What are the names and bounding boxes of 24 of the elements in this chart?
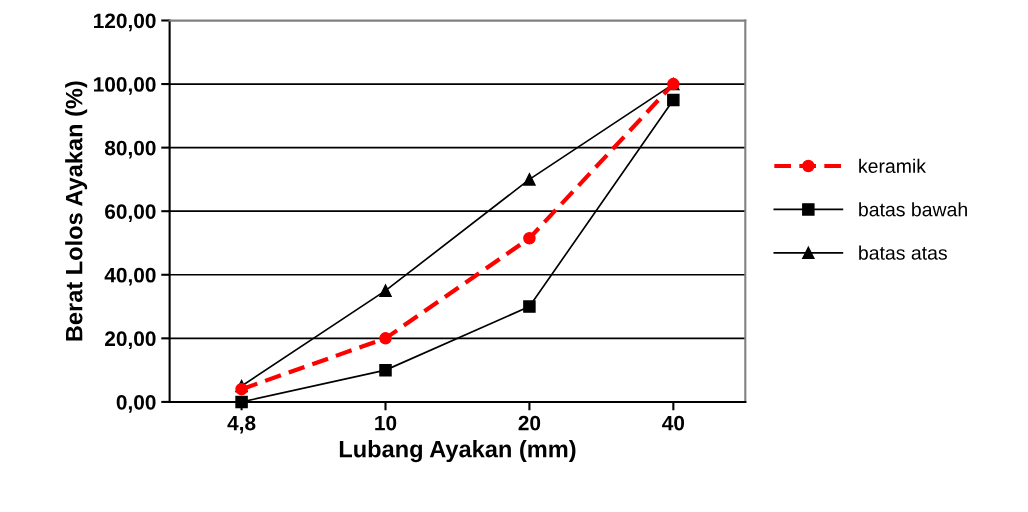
y-tick-label: 100,00: [94, 77, 156, 95]
x-axis-title: Lubang Ayakan (mm): [339, 440, 576, 463]
y-tick-label: 80,00: [104, 140, 156, 159]
point: [523, 173, 536, 186]
point: [235, 382, 248, 396]
legend-label: batas bawah: [859, 202, 967, 217]
point: [379, 284, 392, 297]
point: [379, 363, 392, 377]
x-tick-label: 10: [375, 415, 397, 431]
y-tick-label: 60,00: [105, 204, 156, 222]
y-tick-label: 40,00: [104, 267, 156, 286]
y-tick-label: 120,00: [94, 13, 156, 32]
legend-label: keramik: [859, 158, 927, 174]
x-tick-label: 20: [518, 415, 541, 431]
x-tick-label: 4,8: [227, 415, 256, 434]
point: [523, 231, 536, 245]
point: [523, 300, 536, 313]
y-tick-label: 0,00: [116, 394, 156, 413]
legend-label: batas atas: [859, 245, 947, 260]
x-tick-label: 40: [662, 415, 685, 431]
y-tick-label: 20,00: [105, 331, 156, 350]
point: [379, 332, 392, 345]
y-axis-title: Berat Lolos Ayakan (%): [65, 81, 88, 341]
point: [667, 93, 680, 107]
